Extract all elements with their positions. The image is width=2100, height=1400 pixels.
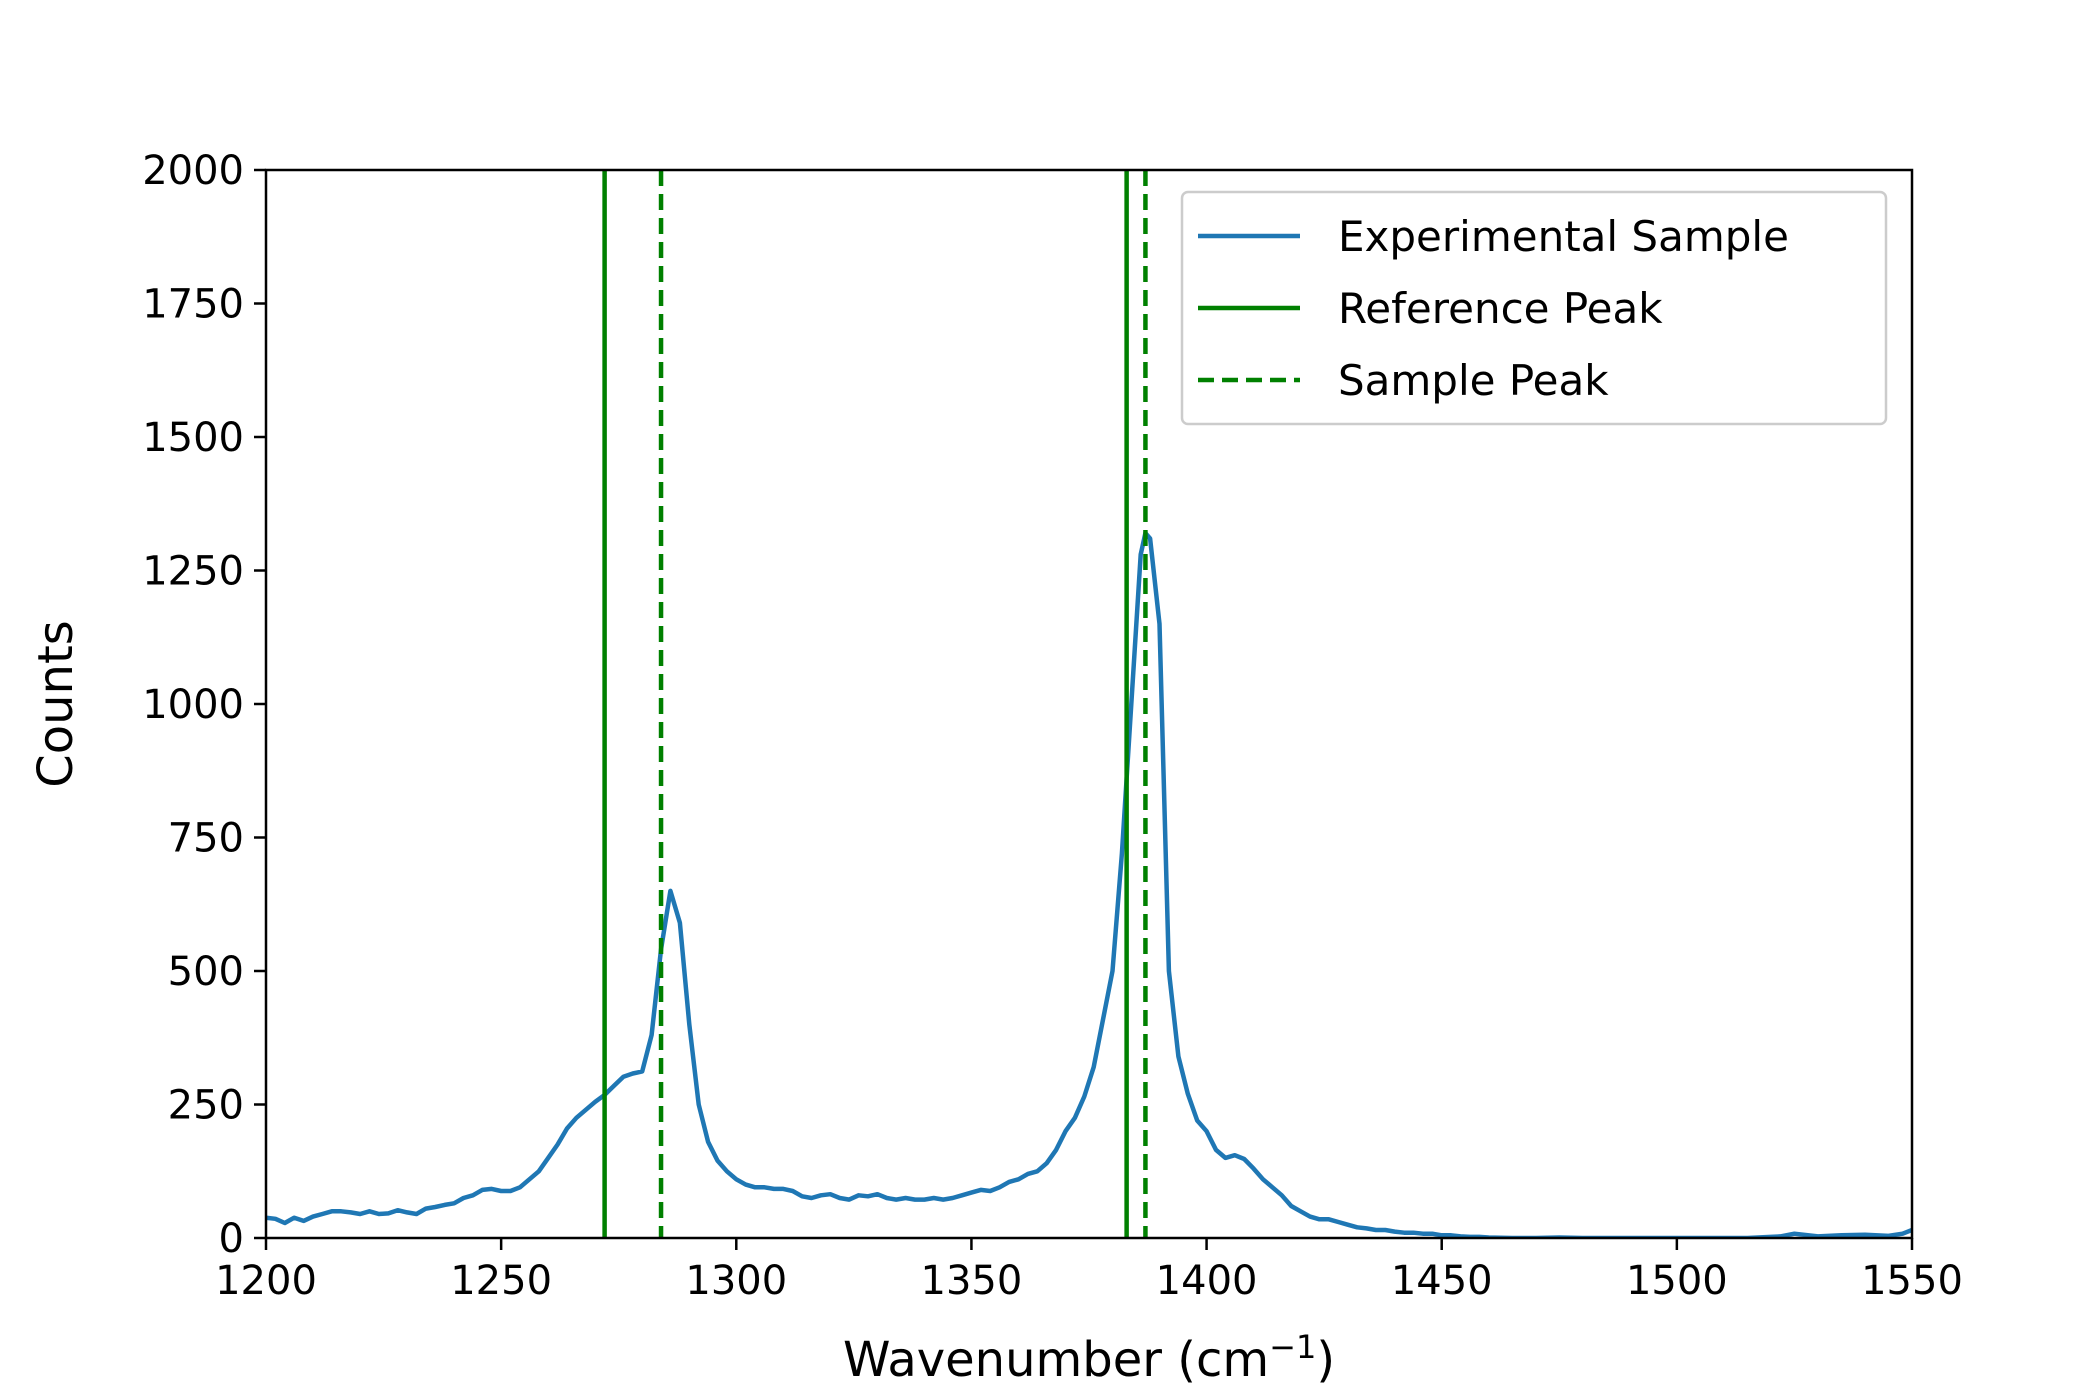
plot-area [266,170,1912,1238]
x-tick-label: 1350 [921,1258,1023,1304]
legend-label-2: Reference Peak [1338,284,1663,333]
x-tick-label: 1300 [685,1258,787,1304]
x-tick-label: 1450 [1391,1258,1493,1304]
legend-label-3: Sample Peak [1338,356,1609,405]
y-tick-label: 2000 [142,148,244,194]
x-axis-label-superscript: −1 [1269,1328,1316,1366]
x-tick-label: 1550 [1861,1258,1963,1304]
series-line-experimental-sample [266,530,1912,1238]
y-tick-label: 1500 [142,415,244,461]
x-axis-label-main: Wavenumber (cm [843,1332,1269,1388]
x-axis: 1200 1250 1300 1350 1400 1450 1500 1550 [215,1238,1963,1304]
y-axis-label: Counts [28,620,84,788]
x-tick-label: 1200 [215,1258,317,1304]
y-tick-label: 250 [168,1083,244,1129]
plot-frame [264,168,1914,1240]
x-axis-label-suffix: ) [1316,1332,1335,1388]
x-axis-label: Wavenumber (cm−1) [843,1328,1335,1388]
x-tick-label: 1250 [450,1258,552,1304]
x-tick-label: 1400 [1156,1258,1258,1304]
y-tick-label: 750 [168,816,244,862]
y-axis: 0 250 500 750 1000 1250 1500 1750 2000 [142,148,266,1262]
legend: Experimental Sample Reference Peak Sample … [1180,190,1888,426]
y-tick-label: 500 [168,949,244,995]
y-tick-label: 0 [219,1216,244,1262]
y-tick-label: 1000 [142,682,244,728]
legend-label-1: Experimental Sample [1338,212,1789,261]
x-tick-label: 1500 [1626,1258,1728,1304]
y-tick-label: 1250 [142,549,244,595]
y-tick-label: 1750 [142,282,244,328]
legend-box [1180,190,1888,426]
